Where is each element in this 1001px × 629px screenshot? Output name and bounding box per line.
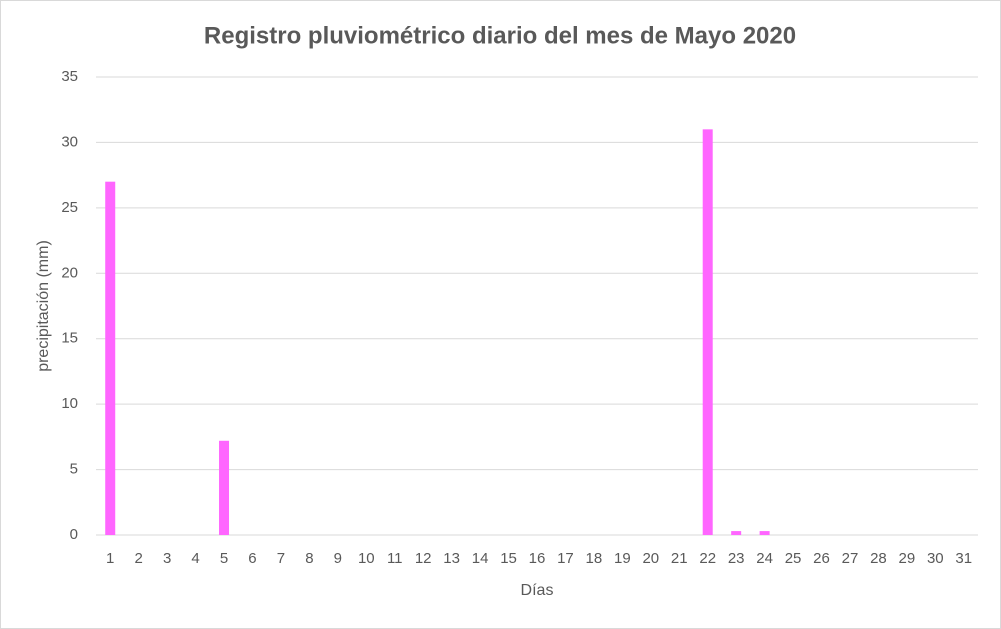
x-tick-label: 6 bbox=[248, 550, 256, 567]
x-tick-label: 17 bbox=[557, 550, 574, 567]
x-tick-label: 4 bbox=[191, 550, 199, 567]
x-tick-label: 30 bbox=[927, 550, 944, 567]
x-tick-label: 10 bbox=[358, 550, 375, 567]
x-tick-label: 13 bbox=[443, 550, 460, 567]
y-tick-label: 5 bbox=[70, 461, 78, 478]
x-tick-label: 1 bbox=[106, 550, 114, 567]
x-tick-label: 8 bbox=[305, 550, 313, 567]
y-tick-label: 0 bbox=[70, 526, 78, 543]
x-tick-label: 20 bbox=[642, 550, 659, 567]
x-tick-label: 9 bbox=[334, 550, 342, 567]
y-tick-label: 25 bbox=[61, 199, 78, 216]
bar bbox=[702, 129, 713, 536]
y-tick-label: 20 bbox=[61, 264, 78, 281]
x-tick-label: 24 bbox=[756, 550, 773, 567]
x-tick-label: 7 bbox=[277, 550, 285, 567]
y-tick-label: 35 bbox=[61, 68, 78, 85]
x-tick-label: 27 bbox=[842, 550, 859, 567]
bar bbox=[219, 440, 230, 535]
x-tick-label: 25 bbox=[785, 550, 802, 567]
bar bbox=[731, 531, 742, 535]
x-tick-label: 15 bbox=[500, 550, 517, 567]
y-axis-label: precipitación (mm) bbox=[35, 240, 52, 372]
x-axis-label: Días bbox=[521, 582, 554, 599]
x-tick-label: 19 bbox=[614, 550, 631, 567]
x-tick-label: 16 bbox=[529, 550, 546, 567]
x-tick-label: 2 bbox=[135, 550, 143, 567]
x-tick-label: 21 bbox=[671, 550, 688, 567]
y-tick-label: 10 bbox=[61, 395, 78, 412]
x-tick-label: 29 bbox=[899, 550, 916, 567]
bar bbox=[759, 531, 770, 535]
x-tick-label: 26 bbox=[813, 550, 830, 567]
x-tick-label: 31 bbox=[955, 550, 972, 567]
x-tick-label: 12 bbox=[415, 550, 432, 567]
y-tick-label: 15 bbox=[61, 330, 78, 347]
x-tick-label: 11 bbox=[387, 550, 403, 567]
x-tick-label: 22 bbox=[699, 550, 716, 567]
x-tick-label: 3 bbox=[163, 550, 171, 567]
x-tick-label: 23 bbox=[728, 550, 745, 567]
x-tick-label: 28 bbox=[870, 550, 887, 567]
x-tick-label: 18 bbox=[586, 550, 603, 567]
bar bbox=[105, 181, 116, 535]
y-tick-label: 30 bbox=[61, 133, 78, 150]
chart-title: Registro pluviométrico diario del mes de… bbox=[204, 22, 796, 49]
x-tick-label: 14 bbox=[472, 550, 489, 567]
x-tick-label: 5 bbox=[220, 550, 228, 567]
